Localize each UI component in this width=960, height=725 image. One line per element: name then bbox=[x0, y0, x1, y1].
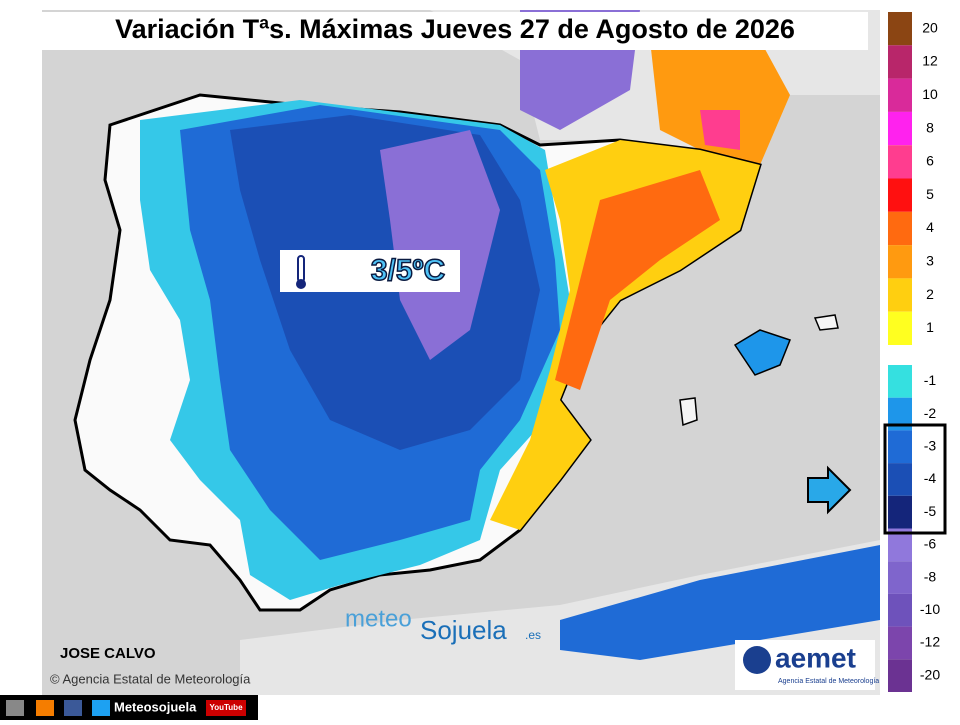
legend-label: 1 bbox=[926, 319, 934, 335]
logo-subtitle: Agencia Estatal de Meteorología bbox=[778, 678, 879, 685]
mallorca bbox=[733, 329, 791, 376]
legend-label: 10 bbox=[922, 86, 938, 102]
legend-swatch bbox=[888, 211, 912, 246]
copyright: © Agencia Estatal de Meteorología bbox=[50, 671, 251, 686]
legend-label: 4 bbox=[926, 219, 934, 235]
thermometer-icon bbox=[297, 255, 305, 283]
legend-label: -5 bbox=[924, 503, 937, 519]
legend-label: 2 bbox=[926, 286, 934, 302]
legend-label: 3 bbox=[926, 252, 934, 268]
menorca bbox=[813, 314, 839, 331]
legend-highlight bbox=[883, 423, 947, 535]
france-warm bbox=[650, 40, 790, 165]
legend-swatch bbox=[888, 245, 912, 279]
legend: 20 12 10 8 6 5 4 3 2 1 -1 -2 -3 -4 -5 -6 -8 -10 -12 -20 bbox=[888, 12, 940, 692]
legend-label: -1 bbox=[924, 372, 937, 388]
warm-zone-2 bbox=[555, 170, 720, 390]
icon-facebook[interactable] bbox=[64, 700, 82, 716]
icon-youtube[interactable] bbox=[206, 700, 246, 716]
legend-swatch bbox=[888, 145, 912, 179]
legend-swatch bbox=[888, 311, 912, 345]
legend-label: -3 bbox=[924, 437, 937, 453]
arrow bbox=[807, 465, 852, 515]
legend-swatch bbox=[888, 78, 912, 112]
france-hot bbox=[700, 110, 740, 150]
legend-label: 5 bbox=[926, 186, 934, 202]
ibiza bbox=[679, 397, 698, 427]
legend-swatch bbox=[888, 12, 912, 46]
legend-swatch bbox=[888, 495, 912, 529]
legend-label: 8 bbox=[926, 119, 934, 135]
icon-instagram[interactable] bbox=[6, 700, 24, 716]
legend-swatch bbox=[888, 178, 912, 212]
legend-label: -10 bbox=[920, 601, 940, 617]
title: Variación Tªs. Máximas Jueves 27 de Agos… bbox=[115, 14, 795, 44]
legend-swatch bbox=[888, 430, 912, 464]
legend-swatch bbox=[888, 626, 912, 660]
legend-label: -12 bbox=[920, 634, 940, 650]
legend-swatch bbox=[888, 365, 912, 398]
legend-label: 12 bbox=[922, 53, 938, 69]
logo-name: aemet bbox=[775, 642, 856, 673]
footer-site: Meteosojuela bbox=[114, 699, 197, 714]
legend-label: -2 bbox=[924, 405, 937, 421]
watermark-domain: .es bbox=[525, 628, 541, 642]
legend-swatch bbox=[888, 278, 912, 312]
legend-label: -8 bbox=[924, 568, 937, 584]
cold-zone-4 bbox=[380, 130, 500, 360]
legend-label: -6 bbox=[924, 536, 937, 552]
legend-swatch bbox=[888, 463, 912, 496]
watermark-sojuela: Sojuela bbox=[420, 615, 507, 645]
legend-label: -4 bbox=[924, 470, 937, 486]
legend-swatch bbox=[888, 561, 912, 594]
author: JOSE CALVO bbox=[60, 645, 156, 662]
footer-youtube: YouTube bbox=[209, 703, 243, 712]
legend-swatch bbox=[888, 45, 912, 79]
legend-label: -20 bbox=[920, 666, 940, 682]
map bbox=[42, 10, 880, 695]
watermark-meteo: meteo bbox=[345, 605, 412, 632]
legend-swatch bbox=[888, 111, 912, 146]
label-bg bbox=[280, 250, 460, 292]
legend-swatch bbox=[888, 593, 912, 627]
icon-twitter[interactable] bbox=[92, 700, 110, 716]
title-bg bbox=[42, 12, 868, 50]
map-label: 3/5ºC bbox=[371, 254, 445, 287]
icon-blogger[interactable] bbox=[36, 700, 54, 716]
logo-mark bbox=[743, 646, 771, 674]
thermometer-bulb bbox=[296, 279, 306, 289]
africa-cold bbox=[560, 545, 880, 660]
legend-swatch bbox=[888, 659, 912, 692]
legend-label: 6 bbox=[926, 153, 934, 169]
legend-label: 20 bbox=[922, 19, 938, 35]
